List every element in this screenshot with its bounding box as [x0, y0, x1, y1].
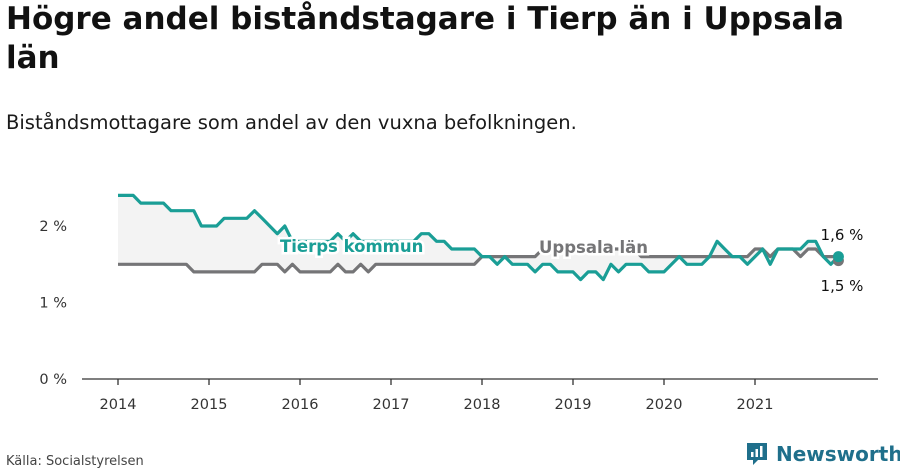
x-tick-label: 2017 — [373, 397, 410, 413]
x-tick-label: 2015 — [191, 397, 228, 413]
end-value-tierp: 1,6 % — [821, 226, 864, 244]
x-tick-label: 2020 — [646, 397, 683, 413]
brand-name: Newsworthy — [776, 442, 900, 466]
label-layer: Tierps kommun Uppsala län 1,6 % 1,5 % — [278, 226, 864, 295]
axis-layer: 0 % 1 % 2 % 2014 2015 2016 2017 2018 2019 2020 202… — [39, 219, 878, 413]
chart-subtitle: Biståndsmottagare som andel av den vuxna… — [6, 111, 577, 134]
x-tick-label: 2014 — [100, 397, 137, 413]
brand-logo: Newsworthy — [745, 441, 900, 467]
chart-title: Högre andel biståndstagare i Tierp än i … — [6, 1, 844, 76]
series-label-tierp: Tierps kommun — [280, 237, 423, 256]
x-tick-label: 2016 — [282, 397, 319, 413]
series-line-uppsala — [118, 247, 839, 274]
y-tick-label: 1 % — [39, 296, 67, 312]
source-note: Källa: Socialstyrelsen — [6, 454, 144, 469]
y-tick-label: 0 % — [39, 372, 67, 388]
y-tick-label: 2 % — [39, 219, 67, 235]
series-line-tierp — [118, 193, 840, 282]
gap-fill — [118, 195, 839, 280]
newsworthy-icon — [747, 443, 767, 465]
end-point-tierp — [832, 251, 844, 263]
x-tick-label: 2018 — [464, 397, 501, 413]
series-layer — [118, 193, 844, 282]
x-tick-label: 2021 — [737, 397, 774, 413]
gap-fill-layer — [118, 195, 839, 280]
series-label-uppsala: Uppsala län — [539, 238, 648, 257]
end-value-uppsala: 1,5 % — [821, 277, 864, 295]
x-tick-label: 2019 — [555, 397, 592, 413]
